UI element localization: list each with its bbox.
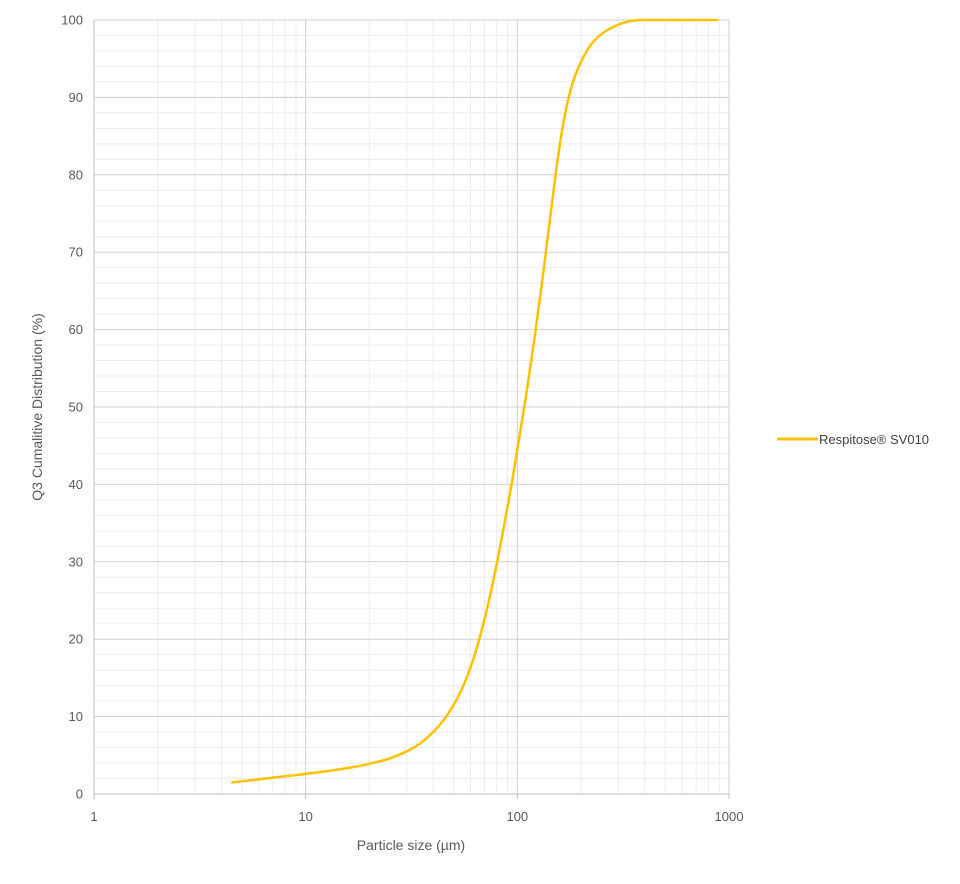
y-tick-label: 60: [69, 322, 83, 337]
series-line: [231, 18, 719, 784]
y-tick-label: 20: [69, 632, 83, 647]
y-tick-label: 90: [69, 90, 83, 105]
y-axis-tick-labels: 0 10 20 30 40 50 60 70 80 90 100: [61, 13, 83, 802]
x-tick-label: 10: [298, 809, 312, 824]
y-axis-title: Q3 Cumalitive Distribution (%): [29, 313, 45, 501]
x-axis-title: Particle size (µm): [357, 837, 465, 853]
legend: Respitose® SV010: [777, 432, 929, 447]
y-tick-label: 30: [69, 554, 83, 569]
y-tick-label: 100: [61, 13, 83, 28]
y-tick-label: 70: [69, 245, 83, 260]
y-tick-label: 40: [69, 477, 83, 492]
y-tick-label: 0: [76, 787, 83, 802]
x-tick-label: 100: [506, 809, 528, 824]
x-axis-tick-labels: 1 10 100 1000: [90, 809, 743, 824]
x-tick-label: 1: [90, 809, 97, 824]
x-tick-label: 1000: [715, 809, 744, 824]
series-layer: [231, 18, 719, 784]
y-tick-label: 80: [69, 167, 83, 182]
y-tick-label: 50: [69, 400, 83, 415]
major-gridlines: [93, 19, 730, 795]
y-tick-label: 10: [69, 709, 83, 724]
axes: [93, 20, 730, 799]
legend-label: Respitose® SV010: [819, 432, 929, 447]
